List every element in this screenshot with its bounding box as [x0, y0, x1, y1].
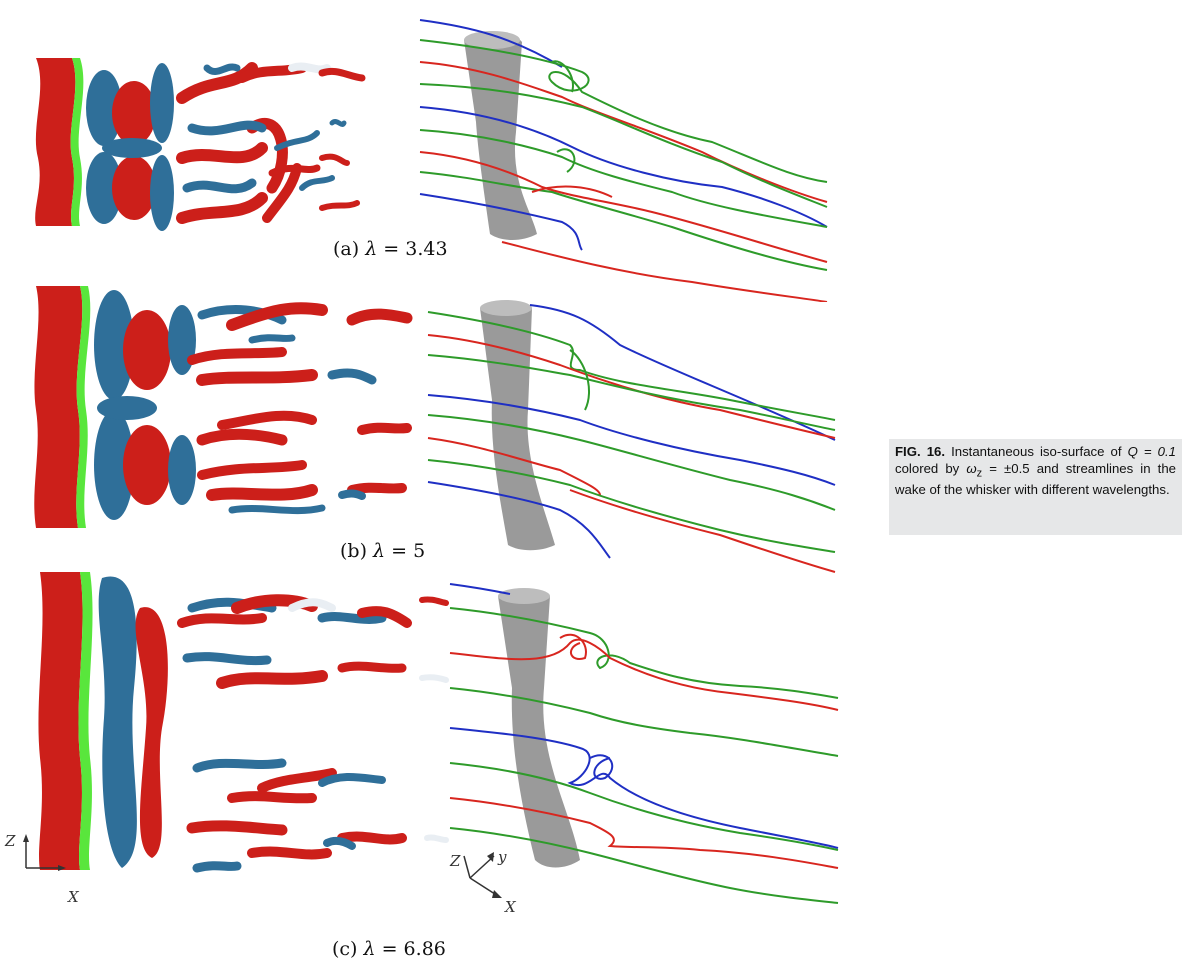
panel-c-streamlines: [440, 578, 840, 908]
subcaption-b: (b) λ = 5: [340, 540, 426, 562]
subcaption-a: (a) λ = 3.43: [333, 238, 448, 260]
vortex-tubes: [187, 302, 413, 515]
streamlines: [427, 304, 836, 573]
streamlines: [449, 583, 839, 904]
whisker-edge: [70, 58, 84, 226]
near-wake-vortices: [86, 63, 174, 231]
panel-a-streamlines: [412, 12, 832, 302]
streamlines: [419, 19, 828, 302]
panel-c-vortex: [22, 568, 452, 878]
whisker-edge: [76, 286, 91, 528]
whisker-edge: [78, 572, 93, 870]
panel-a-vortex: [22, 48, 422, 238]
vortex-tubes: [176, 62, 366, 224]
subcaption-c: (c) λ = 6.86: [332, 938, 446, 960]
whisker-body: [38, 572, 83, 870]
axes-left: [23, 834, 66, 871]
panel-b-vortex: [22, 280, 422, 535]
whisker-body: [35, 58, 76, 226]
vortex-tubes: [177, 594, 449, 873]
whisker-3d: [464, 32, 537, 240]
axis-x-label: X: [67, 888, 80, 906]
near-wake-vortices: [94, 290, 196, 520]
axes-right: [463, 852, 502, 898]
figure-label: FIG. 16.: [895, 444, 946, 459]
whisker-body: [34, 286, 83, 528]
axis-z-label: Z: [4, 832, 16, 850]
panel-b-streamlines: [420, 290, 840, 580]
whisker-3d: [498, 590, 580, 868]
figure-caption: FIG. 16. Instantaneous iso-surface of Q …: [889, 439, 1182, 535]
near-wake-vortices: [98, 576, 168, 868]
